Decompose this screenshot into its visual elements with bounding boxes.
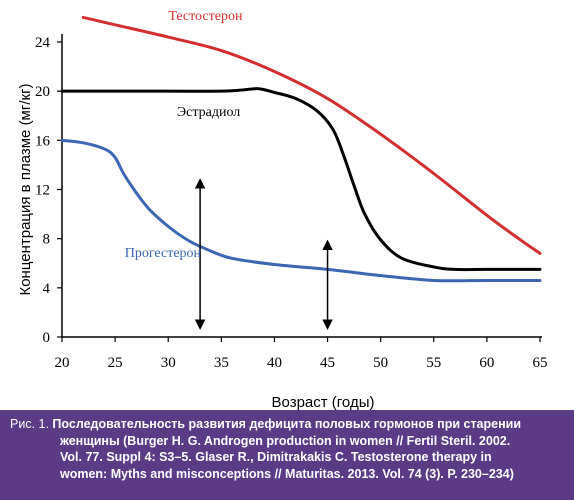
caption-text: женщины (Burger H. G. Androgen productio… [60, 433, 511, 448]
estradiol-label: Эстрадиол [177, 105, 240, 120]
caption-text: Последовательность развития дефицита пол… [52, 417, 522, 431]
caption-prefix: Рис. 1. [10, 417, 53, 431]
testosterone-line [81, 15, 542, 255]
caption-line: Vol. 77. Suppl 4: S3–5. Glaser R., Dimit… [10, 449, 564, 466]
x-tick-label: 35 [214, 355, 229, 371]
testosterone-label: Тестостерон [168, 9, 243, 24]
x-tick-label: 40 [267, 355, 282, 371]
x-tick-label: 50 [373, 355, 388, 371]
figure-caption: Рис. 1. Последовательность развития дефи… [0, 410, 574, 500]
y-tick-label: 12 [35, 183, 50, 199]
y-tick-label: 4 [43, 281, 51, 297]
caption-line: Рис. 1. Последовательность развития дефи… [10, 416, 564, 433]
chart: 0 4 8 12 16 20 24 20 25 30 35 40 45 50 55 60 65 Возраст (… [17, 9, 548, 410]
x-tick-label: 25 [108, 355, 123, 371]
x-tick-label: 60 [479, 355, 494, 371]
y-tick-label: 16 [35, 133, 51, 149]
labels-group: Тестостерон Эстрадиол Прогестерон [125, 9, 243, 261]
x-axis-title: Возраст (годы) [272, 394, 375, 410]
x-tick-label: 30 [161, 355, 176, 371]
caption-line: women: Myths and misconceptions // Matur… [10, 466, 564, 483]
arrows-group [194, 178, 333, 330]
y-axis-title: Концентрация в плазме (мг/кг) [17, 83, 34, 295]
x-tick-label: 45 [320, 355, 335, 371]
caption-text: Vol. 77. Suppl 4: S3–5. Glaser R., Dimit… [60, 450, 492, 464]
series-group [60, 15, 542, 283]
x-tick-label: 20 [55, 355, 70, 371]
y-tick-label: 20 [35, 84, 50, 100]
caption-line: женщины (Burger H. G. Androgen productio… [10, 433, 564, 450]
axes: 0 4 8 12 16 20 24 20 25 30 35 40 45 50 55 60 65 Возраст (… [17, 34, 548, 410]
x-tick-label: 65 [533, 355, 548, 371]
x-tick-label: 55 [426, 355, 441, 371]
y-tick-label: 0 [43, 330, 51, 346]
y-tick-label: 8 [43, 232, 51, 248]
progesterone-label: Прогестерон [125, 246, 202, 261]
caption-text: women: Myths and misconceptions // Matur… [60, 466, 514, 481]
estradiol-line [60, 87, 542, 272]
y-tick-label: 24 [35, 35, 51, 51]
